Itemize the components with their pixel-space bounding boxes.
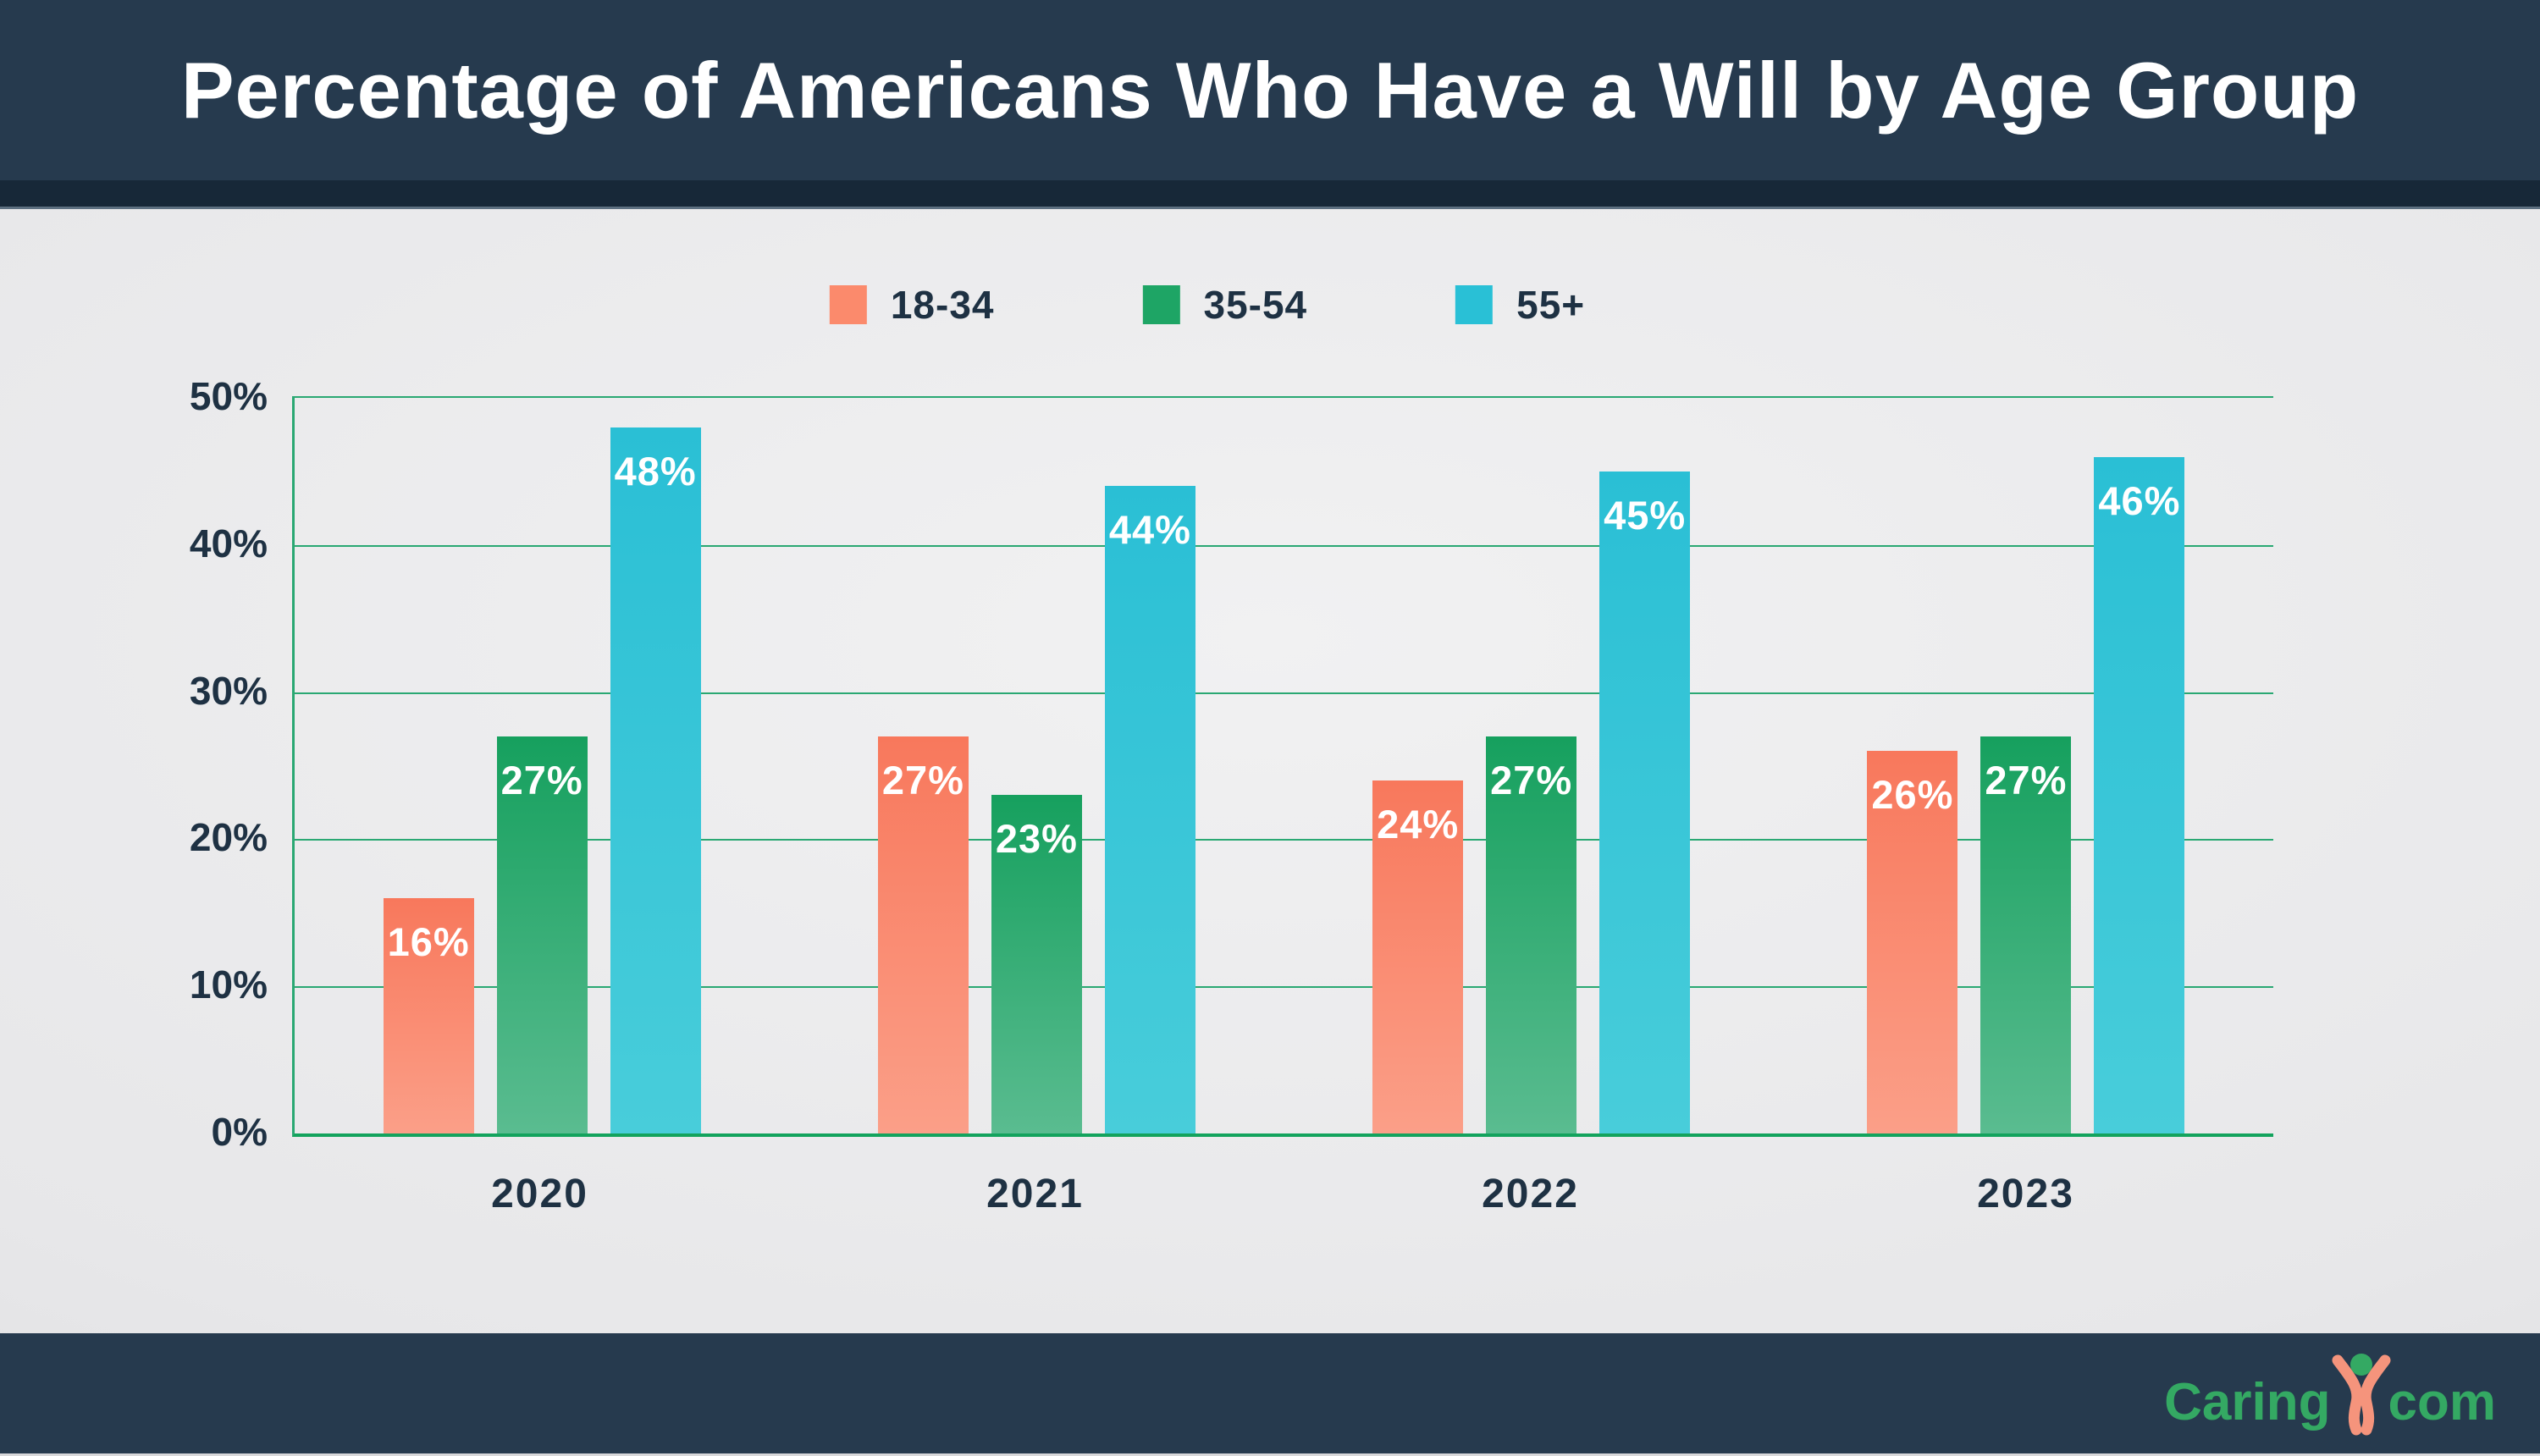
bar-value-label: 23% <box>995 816 1078 862</box>
bar-value-label: 24% <box>1377 801 1460 847</box>
person-icon <box>2332 1354 2391 1436</box>
bar-groups: 16% 27% 48% 27% 23% 44% 24% 27% 45% 26% 27% 46% <box>295 398 2273 1133</box>
bar-value-label: 27% <box>500 757 583 802</box>
legend-item-18-34: 18-34 <box>829 282 995 328</box>
legend-swatch <box>1142 285 1180 324</box>
bar-35-54-2020: 27% <box>496 736 588 1133</box>
bar-value-label: 26% <box>1871 772 1954 818</box>
bar-value-label: 45% <box>1604 492 1687 538</box>
x-axis-label-2022: 2022 <box>1482 1172 1579 1216</box>
bar-value-label: 27% <box>1985 757 2068 802</box>
legend-label: 35-54 <box>1203 283 1308 327</box>
x-axis-labels: 2020 2021 2022 2023 <box>292 1171 2273 1217</box>
bar-group-2023: 26% 27% 46% <box>1867 398 2185 1133</box>
bar-35-54-2022: 27% <box>1486 736 1577 1133</box>
bar-value-label: 48% <box>614 448 697 494</box>
header: Percentage of Americans Who Have a Will … <box>0 0 2540 180</box>
x-axis-label-2020: 2020 <box>491 1172 588 1216</box>
bar-35-54-2021: 23% <box>991 795 1082 1133</box>
legend-item-35-54: 35-54 <box>1142 282 1307 328</box>
page-title: Percentage of Americans Who Have a Will … <box>180 45 2360 135</box>
bar-18-34-2022: 24% <box>1372 780 1464 1133</box>
y-axis-tick-label: 20% <box>189 815 268 860</box>
y-axis-tick-label: 10% <box>189 962 268 1007</box>
logo-text-com: com <box>2388 1373 2496 1431</box>
bar-group-2022: 24% 27% 45% <box>1372 398 1691 1133</box>
bar-value-label: 27% <box>1490 757 1573 802</box>
bar-18-34-2020: 16% <box>383 897 474 1133</box>
x-axis-label-2021: 2021 <box>986 1172 1084 1216</box>
bar-55+-2023: 46% <box>2094 456 2185 1133</box>
x-axis-label-2023: 2023 <box>1977 1172 2074 1216</box>
bar-group-2021: 27% 23% 44% <box>877 398 1195 1133</box>
gridline <box>295 839 2273 841</box>
legend-label: 55+ <box>1516 283 1586 327</box>
y-axis-tick-label: 50% <box>189 373 268 418</box>
y-axis-tick-label: 0% <box>211 1109 268 1154</box>
gridline <box>295 986 2273 989</box>
chart-canvas: 18-34 35-54 55+ 50% 40% 30% 20% 10% 0% 16% 27% 48%… <box>0 209 2540 1333</box>
logo-text-caring: Caring <box>2164 1373 2331 1431</box>
plot-area: 50% 40% 30% 20% 10% 0% 16% 27% 48% 27% 23% 44% 24% 27… <box>190 374 2273 1154</box>
bar-35-54-2023: 27% <box>1980 736 2072 1133</box>
legend-swatch <box>829 285 867 324</box>
footer: Caring com <box>0 1333 2540 1453</box>
chart-legend: 18-34 35-54 55+ <box>829 282 1585 328</box>
caring-com-logo: Caring com <box>2164 1353 2496 1436</box>
gridline <box>295 692 2273 694</box>
legend-label: 18-34 <box>890 283 995 327</box>
bar-value-label: 16% <box>387 918 470 964</box>
bar-18-34-2021: 27% <box>877 736 969 1133</box>
header-accent-strip <box>0 180 2540 209</box>
bar-55+-2021: 44% <box>1104 486 1195 1133</box>
bar-18-34-2023: 26% <box>1867 751 1958 1133</box>
legend-swatch <box>1455 285 1494 324</box>
gridline <box>295 544 2273 547</box>
bar-value-label: 27% <box>881 757 964 802</box>
bar-value-label: 46% <box>2098 477 2181 523</box>
y-axis-tick-label: 40% <box>189 521 268 565</box>
bar-group-2020: 16% 27% 48% <box>383 398 701 1133</box>
bar-55+-2022: 45% <box>1599 471 1691 1133</box>
legend-item-55+: 55+ <box>1455 282 1585 328</box>
y-axis-tick-label: 30% <box>189 668 268 713</box>
bar-value-label: 44% <box>1108 507 1191 553</box>
bar-55+-2020: 48% <box>610 427 701 1133</box>
